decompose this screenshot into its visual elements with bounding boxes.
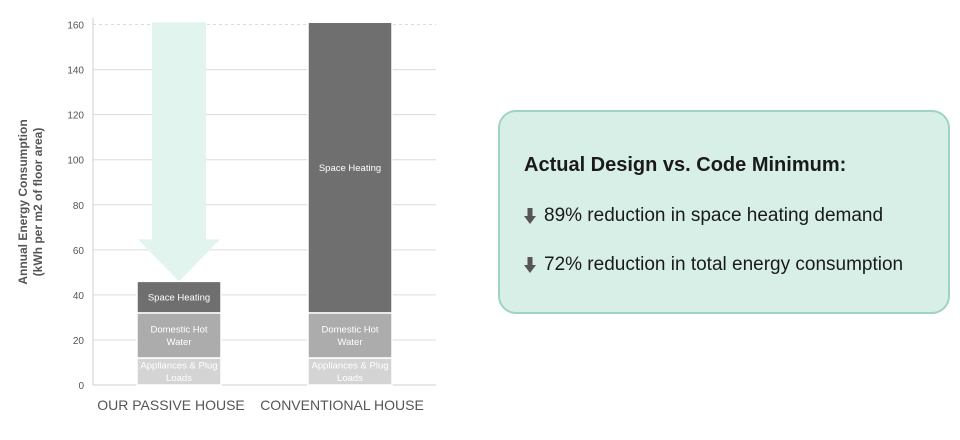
down-arrow-icon — [524, 208, 536, 224]
x-category-label: CONVENTIONAL HOUSE — [260, 397, 424, 413]
y-tick-label: 60 — [73, 246, 85, 257]
callout-line-total-energy: 72% reduction in total energy consumptio… — [524, 254, 948, 276]
y-tick-label: 100 — [67, 156, 84, 167]
y-axis-title: Annual Energy Consumption(kWh per m2 of … — [16, 119, 45, 284]
callout-line-text: 89% reduction in space heating demand — [544, 205, 884, 226]
segment-label: Domestic Hot Water — [321, 325, 378, 349]
segment-label-line: Domestic Hot — [150, 325, 207, 336]
y-tick-label: 140 — [67, 66, 84, 77]
segment-label: Appliances & Plug Loads — [311, 361, 388, 385]
segment-label-line: Loads — [166, 373, 192, 384]
y-tick-label: 40 — [73, 291, 85, 302]
y-axis-title-line: Annual Energy Consumption — [16, 119, 30, 284]
segment-label-line: Appliances & Plug — [311, 361, 388, 372]
bar-segment — [136, 280, 222, 314]
down-arrow-icon — [524, 257, 536, 273]
segment-label-line: Space Heating — [148, 293, 210, 304]
reduction-arrow-icon — [138, 22, 220, 282]
y-axis-title-line: (kWh per m2 of floor area) — [31, 128, 45, 277]
y-tick-label: 0 — [78, 381, 84, 392]
bar-segment — [307, 357, 393, 386]
callout-line-text: 72% reduction in total energy consumptio… — [544, 254, 904, 275]
segment-label-line: Space Heating — [319, 163, 381, 174]
segment-label-line: Loads — [337, 373, 363, 384]
bar-segment — [307, 21, 393, 314]
y-tick-label: 160 — [67, 21, 84, 32]
y-tick-label: 120 — [67, 111, 84, 122]
comparison-callout: Actual Design vs. Code Minimum: 89% redu… — [498, 110, 950, 314]
x-category-label: OUR PASSIVE HOUSE — [97, 397, 245, 413]
bar-segment — [136, 312, 222, 359]
segment-label: Appliances & Plug Loads — [140, 361, 217, 385]
segment-label: Space Heating — [319, 163, 381, 174]
y-tick-label: 20 — [73, 336, 85, 347]
callout-line-space-heating: 89% reduction in space heating demand — [524, 205, 948, 227]
y-tick-label: 80 — [73, 201, 85, 212]
segment-label-line: Domestic Hot — [321, 325, 378, 336]
segment-label-line: Water — [167, 337, 192, 348]
bar-segment — [307, 312, 393, 359]
segment-label: Space Heating — [148, 293, 210, 304]
segment-label: Domestic Hot Water — [150, 325, 207, 349]
energy-consumption-chart: 0 20 40 60 80 100 120 140 160 Annual Energy Consu… — [16, 18, 436, 413]
segment-label-line: Water — [338, 337, 363, 348]
callout-title: Actual Design vs. Code Minimum: — [524, 154, 847, 176]
segment-label-line: Appliances & Plug — [140, 361, 217, 372]
